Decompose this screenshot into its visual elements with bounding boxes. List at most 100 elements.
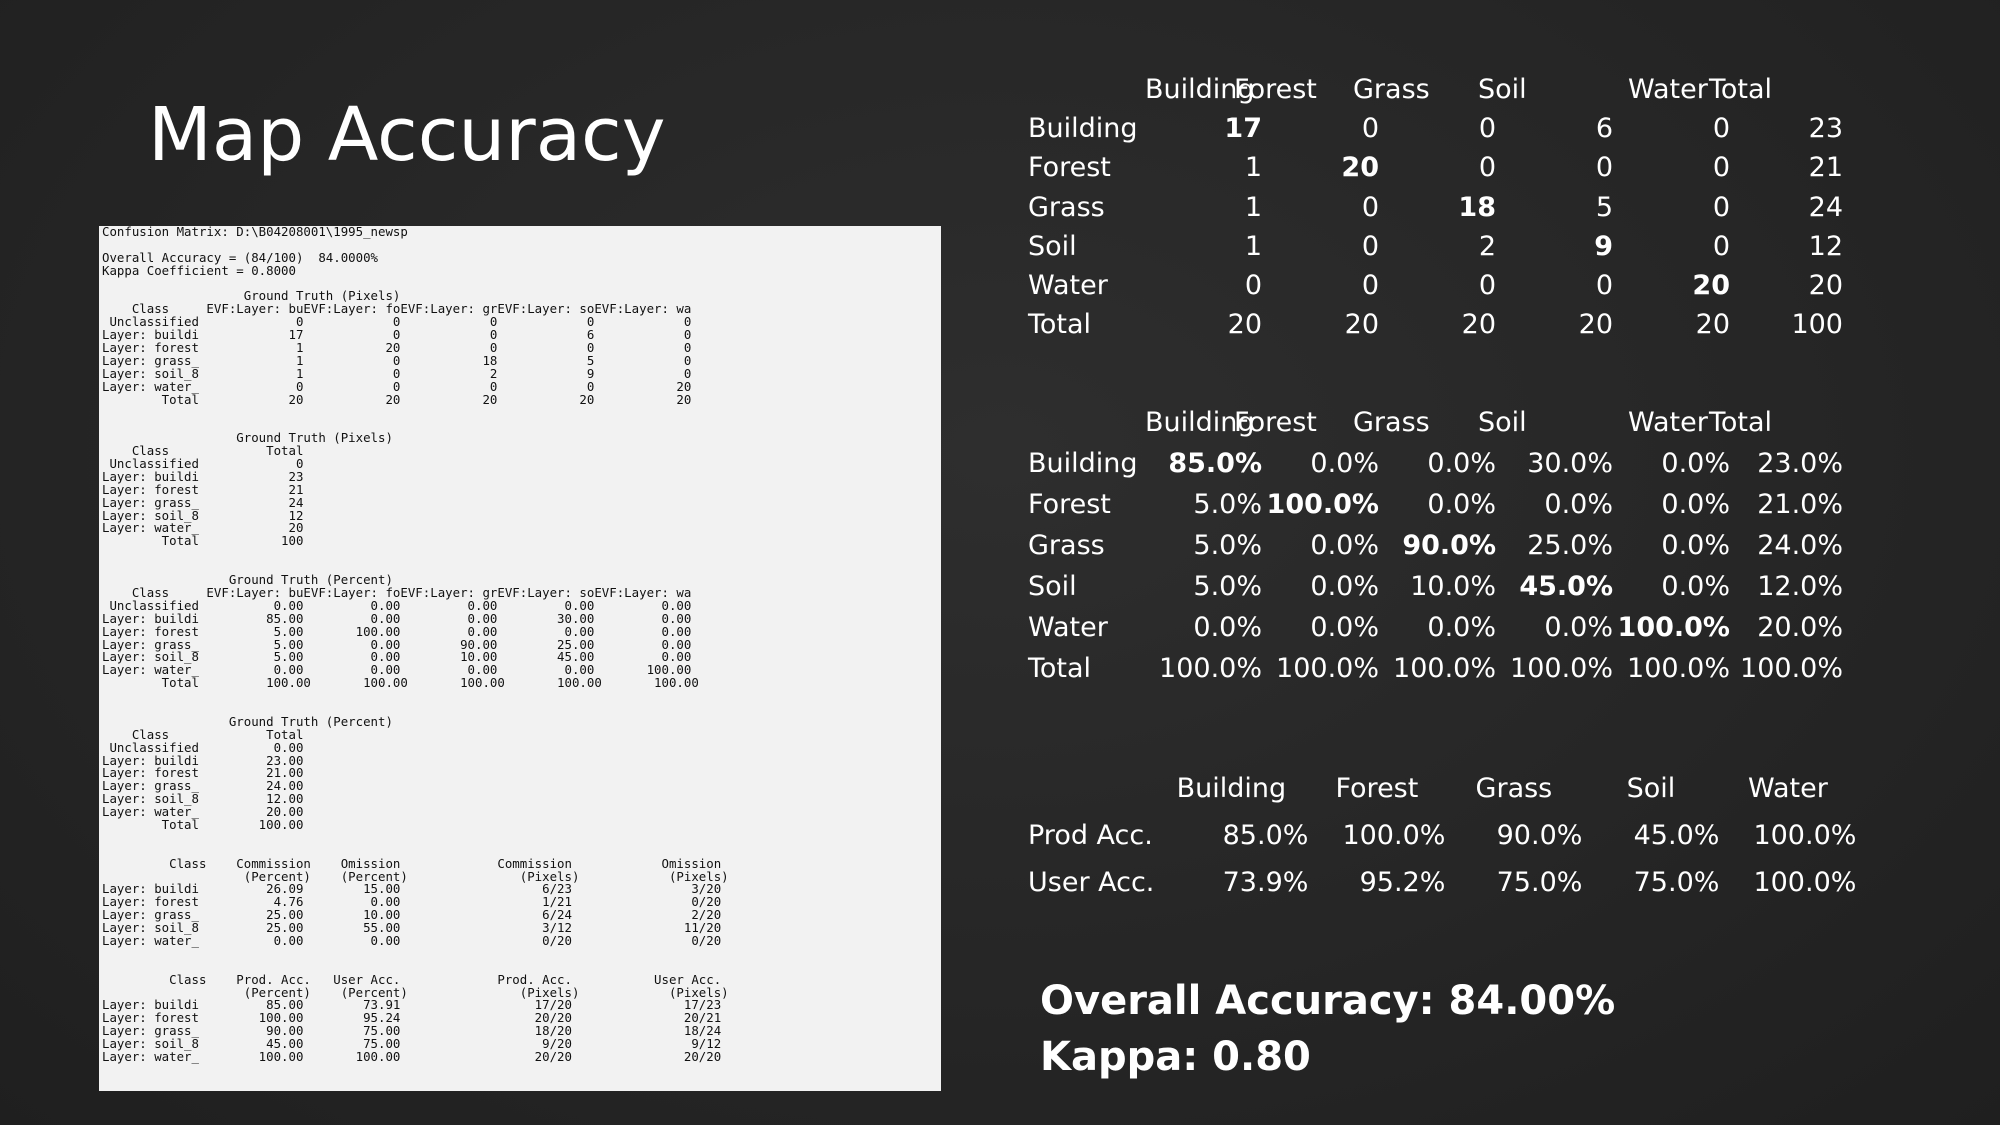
report-line: Layer: water_ 20.00	[102, 804, 304, 820]
report-line: Unclassified 0.00 0.00 0.00 0.00 0.00	[102, 597, 692, 613]
table-cell: 90.0%	[1402, 530, 1496, 561]
table-cell: 18	[1458, 191, 1496, 223]
report-line: Layer: soil_8 5.00 0.00 10.00 45.00 0.00	[102, 649, 692, 665]
column-header: Soil	[1478, 407, 1527, 438]
table-cell: 30.0%	[1527, 448, 1613, 479]
table-cell: 0	[1712, 152, 1730, 184]
table-cell: 0.0%	[1661, 489, 1730, 520]
row-label: Soil	[1028, 230, 1077, 262]
table-row: User Acc. 73.9% 95.2% 75.0% 75.0% 100.0%	[1028, 859, 1856, 906]
table-cell: 23	[1808, 113, 1843, 145]
table-cell: 73.9%	[1222, 867, 1309, 898]
table-cell: 0.0%	[1310, 612, 1379, 643]
table-cell: 100.0%	[1740, 653, 1843, 684]
table-cell: 20	[1808, 270, 1843, 302]
table-cell: 100.0%	[1159, 653, 1262, 684]
table-row: Forest 1 20 0 0 0 21	[1028, 148, 1843, 187]
row-label: Water	[1028, 270, 1108, 302]
table-row: Total 100.0% 100.0% 100.0% 100.0% 100.0% 100.0…	[1028, 648, 1843, 689]
table-cell: 100.0%	[1753, 867, 1857, 898]
row-label: Grass	[1028, 191, 1105, 223]
table-cell: 24.0%	[1757, 530, 1843, 561]
table-cell: 12	[1808, 230, 1843, 262]
table-row: Soil 5.0% 0.0% 10.0% 45.0% 0.0% 12.0%	[1028, 566, 1843, 607]
table-row: Soil 1 0 2 9 0 12	[1028, 227, 1843, 266]
report-line: Layer: grass_ 90.00 75.00 18/20 18/24	[102, 1023, 722, 1039]
confusion-matrix-report-image: Confusion Matrix: D:\B04208001\1995_news…	[99, 226, 941, 1091]
table-cell: 0	[1712, 230, 1730, 262]
report-line: Unclassified 0.00	[102, 739, 304, 755]
column-header	[1028, 402, 1145, 443]
report-line: Ground Truth (Pixels)	[102, 288, 401, 304]
table-cell: 20	[1461, 309, 1496, 341]
table-cell: 85.0%	[1222, 820, 1309, 851]
report-line: Unclassified 0	[102, 456, 304, 472]
slide-title: Map Accuracy	[148, 92, 666, 178]
column-header: Building	[1176, 773, 1287, 804]
report-line: Layer: grass_ 1 0 18 5 0	[102, 352, 692, 368]
table-cell: 24	[1808, 191, 1843, 223]
row-label: Forest	[1028, 489, 1111, 520]
table-cell: 0.0%	[1427, 612, 1496, 643]
table-cell: 23.0%	[1757, 448, 1843, 479]
table-cell: 20	[1578, 309, 1613, 341]
table-cell: 100.0%	[1510, 653, 1613, 684]
report-line: Layer: forest 100.00 95.24 20/20 20/21	[102, 1010, 722, 1026]
report-line: Total 20 20 20 20 20	[102, 391, 692, 407]
table-cell: 5.0%	[1193, 571, 1262, 602]
report-line: Layer: water_ 0 0 0 0 20	[102, 378, 692, 394]
report-line: Class Commission Omission Commission Omi…	[102, 855, 722, 871]
table-cell: 20	[1344, 309, 1379, 341]
table-cell: 21	[1808, 152, 1843, 184]
column-header	[1028, 765, 1154, 812]
report-line: Layer: water_ 100.00 100.00 20/20 20/20	[102, 1049, 722, 1064]
report-line: Layer: forest 21.00	[102, 765, 304, 781]
table-cell: 0	[1361, 113, 1379, 145]
table-cell: 6	[1595, 113, 1613, 145]
report-line	[102, 948, 941, 961]
table-cell: 17	[1224, 113, 1262, 145]
table-cell: 100.0%	[1627, 653, 1730, 684]
table-cell: 0	[1712, 191, 1730, 223]
table-cell: 20	[1341, 152, 1379, 184]
table-cell: 100.0%	[1342, 820, 1446, 851]
report-line: Confusion Matrix: D:\B04208001\1995_news…	[102, 226, 408, 239]
table-cell: 100.0%	[1393, 653, 1496, 684]
report-line: Layer: soil_8 25.00 55.00 3/12 11/20	[102, 920, 722, 936]
table-cell: 0.0%	[1310, 571, 1379, 602]
report-line: Overall Accuracy = (84/100) 84.0000%	[102, 249, 379, 265]
report-line: Total 100.00 100.00 100.00 100.00 100.00	[102, 675, 699, 691]
report-line: Unclassified 0 0 0 0 0	[102, 314, 692, 330]
column-header: Water	[1628, 407, 1708, 438]
column-header: Forest	[1234, 407, 1317, 438]
column-header: Grass	[1353, 407, 1430, 438]
table-cell: 25.0%	[1527, 530, 1613, 561]
report-line	[102, 406, 941, 419]
report-line: Layer: buildi 23.00	[102, 752, 304, 768]
report-line: Layer: grass_ 25.00 10.00 6/24 2/20	[102, 907, 722, 923]
kappa-text: Kappa: 0.80	[1040, 1034, 1311, 1080]
column-header: Water	[1628, 74, 1708, 106]
table-header-row: Building Forest Grass Soil Water	[1028, 765, 1856, 812]
report-line: Layer: soil_8 12.00	[102, 791, 304, 807]
table-cell: 20	[1227, 309, 1262, 341]
report-line	[102, 548, 941, 561]
table-cell: 1	[1244, 191, 1262, 223]
report-line: Layer: forest 5.00 100.00 0.00 0.00 0.00	[102, 623, 692, 639]
column-header: Soil	[1478, 74, 1527, 106]
table-cell: 20.0%	[1757, 612, 1843, 643]
report-line: Layer: buildi 85.00 0.00 0.00 30.00 0.00	[102, 610, 692, 626]
table-header-row: Building Forest Grass Soil Water Total	[1028, 402, 1843, 443]
table-cell: 2	[1478, 230, 1496, 262]
report-line: Class EVF:Layer: buEVF:Layer: foEVF:Laye…	[102, 301, 692, 317]
report-line: Class Total	[102, 443, 304, 459]
table-cell: 75.0%	[1496, 867, 1583, 898]
row-label: Building	[1028, 448, 1138, 479]
report-line: Class Prod. Acc. User Acc. Prod. Acc. Us…	[102, 971, 722, 987]
table-cell: 1	[1244, 230, 1262, 262]
table-cell: 1	[1244, 152, 1262, 184]
table-cell: 12.0%	[1757, 571, 1843, 602]
table-row: Forest 5.0% 100.0% 0.0% 0.0% 0.0% 21.0%	[1028, 484, 1843, 525]
table-cell: 0.0%	[1310, 530, 1379, 561]
report-line: Layer: water_ 20	[102, 520, 304, 536]
